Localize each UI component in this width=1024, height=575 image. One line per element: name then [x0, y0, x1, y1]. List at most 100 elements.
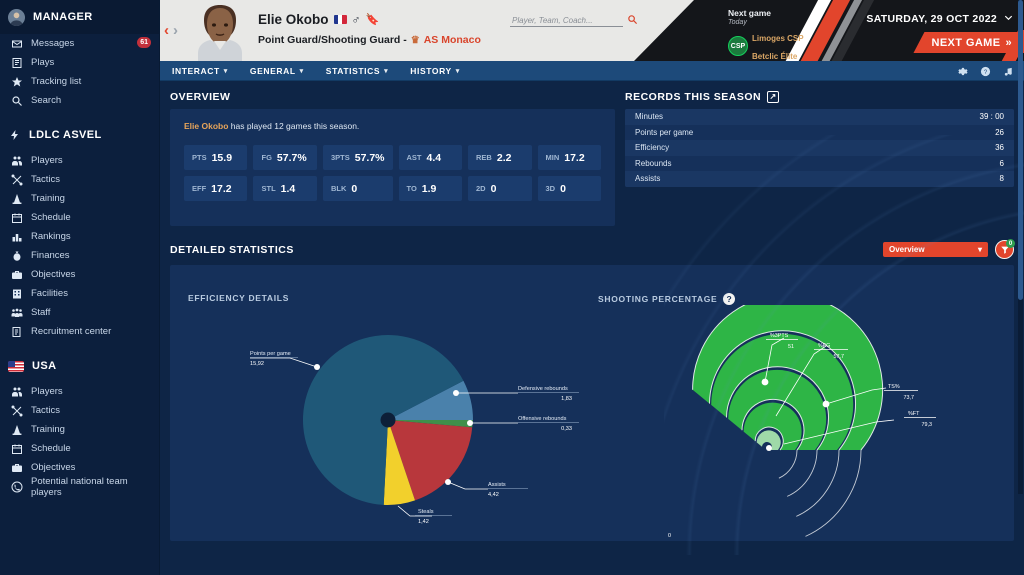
sidebar-header-nation[interactable]: USA — [0, 350, 159, 382]
help-icon[interactable]: ? — [723, 293, 736, 305]
music-icon[interactable] — [1003, 66, 1014, 77]
stat-tile-reb[interactable]: REB 2.2 — [468, 145, 532, 170]
sidebar-item-staff-club[interactable]: Staff — [0, 303, 159, 322]
sidebar-header-club[interactable]: LDLC ASVEL — [0, 119, 159, 151]
tactics-icon — [10, 173, 23, 186]
sidebar-item-facilities-club[interactable]: Facilities — [0, 284, 159, 303]
radar-wedge-2[interactable] — [728, 369, 827, 450]
pie-slice-steals[interactable] — [383, 420, 415, 505]
search-input[interactable] — [510, 15, 623, 27]
pie-slice-assists[interactable] — [388, 420, 473, 501]
next-game-button-label: NEXT GAME — [931, 36, 1001, 49]
radar-plot — [692, 305, 895, 537]
back-arrow[interactable]: ‹ — [164, 22, 169, 39]
stat-value: 0 — [560, 182, 566, 195]
bolt-icon — [8, 129, 21, 142]
next-game-button[interactable]: NEXT GAME » — [913, 32, 1024, 53]
overview-sentence-rest: has played 12 games this season. — [228, 121, 360, 131]
pie-callout-offensive-rebounds: Offensive rebounds 0,33 — [467, 416, 579, 432]
records-row[interactable]: Rebounds 6 — [625, 155, 1014, 171]
external-link-icon[interactable]: ↗ — [767, 91, 780, 103]
pie-slice-defensive-rebounds[interactable] — [388, 380, 473, 420]
tab-general[interactable]: GENERAL ▾ — [250, 66, 304, 76]
filter-button[interactable]: 0 — [995, 239, 1015, 259]
sidebar-item-training-nation[interactable]: Training — [0, 420, 159, 439]
sidebar-item-objectives-nation[interactable]: Objectives — [0, 458, 159, 477]
records-row[interactable]: Points per game 26 — [625, 124, 1014, 140]
tab-bar-icons: ? — [957, 61, 1014, 81]
player-role-row: Point Guard/Shooting Guard - ♛ AS Monaco — [258, 34, 481, 46]
radar-label-ts: TS% — [888, 384, 900, 390]
forward-arrow[interactable]: › — [173, 22, 178, 39]
sidebar-item-potential-national-team-players[interactable]: Potential national team players — [0, 475, 159, 498]
stat-tile-eff[interactable]: EFF 17.2 — [184, 176, 248, 201]
player-name[interactable]: Elie Okobo — [258, 12, 329, 27]
tab-interact[interactable]: INTERACT ▾ — [172, 66, 228, 76]
stat-tile-2d[interactable]: 2D 0 — [468, 176, 532, 201]
scrollbar-thumb[interactable] — [1018, 0, 1023, 300]
stat-tile-3d[interactable]: 3D 0 — [537, 176, 601, 201]
stat-tile-3pts[interactable]: 3PTS 57.7% — [322, 145, 393, 170]
sidebar-item-tracking-list[interactable]: Tracking list — [0, 72, 159, 91]
sidebar-divider-2 — [0, 341, 159, 350]
sidebar-item-search[interactable]: Search — [0, 91, 159, 110]
history-nav[interactable]: ‹ › — [164, 22, 178, 39]
sidebar-manager-label: MANAGER — [33, 11, 93, 23]
sidebar-club-label: LDLC ASVEL — [29, 129, 102, 141]
sidebar-item-messages[interactable]: Messages 61 — [0, 34, 159, 53]
stat-tile-fg[interactable]: FG 57.7% — [253, 145, 317, 170]
sidebar-item-label: Potential national team players — [31, 475, 128, 498]
stat-tile-min[interactable]: MIN 17.2 — [537, 145, 601, 170]
help-icon[interactable]: ? — [980, 66, 991, 77]
sidebar-item-recruitment-center[interactable]: Recruitment center — [0, 322, 159, 341]
search-icon[interactable] — [627, 14, 638, 28]
sidebar-item-plays[interactable]: Plays — [0, 53, 159, 72]
stat-value: 17.2 — [564, 151, 585, 164]
tab-statistics[interactable]: STATISTICS ▾ — [326, 66, 388, 76]
records-row[interactable]: Assists 8 — [625, 171, 1014, 187]
sidebar-item-label: Tracking list — [31, 76, 82, 87]
sidebar-item-tactics-nation[interactable]: Tactics — [0, 401, 159, 420]
sidebar-item-training-club[interactable]: Training — [0, 189, 159, 208]
bookmark-icon[interactable]: 🔖 — [365, 14, 380, 26]
stat-tile-ast[interactable]: AST 4.4 — [398, 145, 463, 170]
radar-wedge-outer[interactable] — [692, 305, 883, 450]
sidebar-item-schedule-nation[interactable]: Schedule — [0, 439, 159, 458]
sidebar-item-label: Rankings — [31, 231, 71, 242]
stat-tile-pts[interactable]: PTS 15.9 — [184, 145, 248, 170]
sidebar-header-manager[interactable]: MANAGER — [0, 0, 159, 34]
sidebar-item-schedule-club[interactable]: Schedule — [0, 208, 159, 227]
stat-value: 17.2 — [211, 182, 232, 195]
sidebar-item-label: Plays — [31, 57, 55, 68]
view-select[interactable]: Overview ▾ — [883, 242, 988, 257]
radar-wedge-1[interactable] — [743, 402, 802, 450]
stat-tile-to[interactable]: TO 1.9 — [398, 176, 463, 201]
next-game-info: Next game Today CSP Limoges CSP Betclic … — [728, 8, 804, 61]
record-label: Assists — [635, 174, 661, 184]
rankings-icon — [10, 230, 23, 243]
records-row[interactable]: Minutes 39 : 00 — [625, 109, 1014, 125]
sidebar-item-objectives-club[interactable]: Objectives — [0, 265, 159, 284]
player-club[interactable]: AS Monaco — [423, 34, 481, 46]
current-date[interactable]: SATURDAY, 29 OCT 2022 — [866, 12, 1014, 26]
sidebar-item-players-club[interactable]: Players — [0, 151, 159, 170]
sidebar-item-tactics-club[interactable]: Tactics — [0, 170, 159, 189]
radar-wedge-inner[interactable] — [756, 430, 781, 450]
radar-wedge-3[interactable] — [711, 333, 854, 450]
stat-tile-stl[interactable]: STL 1.4 — [253, 176, 317, 201]
records-row[interactable]: Efficiency 36 — [625, 140, 1014, 156]
global-search[interactable] — [510, 14, 638, 28]
chevron-down-icon[interactable] — [1003, 12, 1014, 26]
stat-tile-blk[interactable]: BLK 0 — [322, 176, 393, 201]
pie-slice-offensive-rebounds[interactable] — [388, 420, 473, 428]
settings-icon[interactable] — [957, 66, 968, 77]
sidebar-item-rankings-club[interactable]: Rankings — [0, 227, 159, 246]
sidebar-item-finances-club[interactable]: Finances — [0, 246, 159, 265]
briefcase-icon — [10, 268, 23, 281]
content-scrollbar[interactable] — [1018, 0, 1023, 494]
player-photo[interactable] — [190, 0, 250, 61]
next-game-opponent[interactable]: CSP Limoges CSP Betclic Élite — [728, 28, 804, 61]
gender-male-icon: ♂ — [351, 12, 361, 27]
sidebar-item-players-nation[interactable]: Players — [0, 382, 159, 401]
tab-history[interactable]: HISTORY ▾ — [410, 66, 460, 76]
